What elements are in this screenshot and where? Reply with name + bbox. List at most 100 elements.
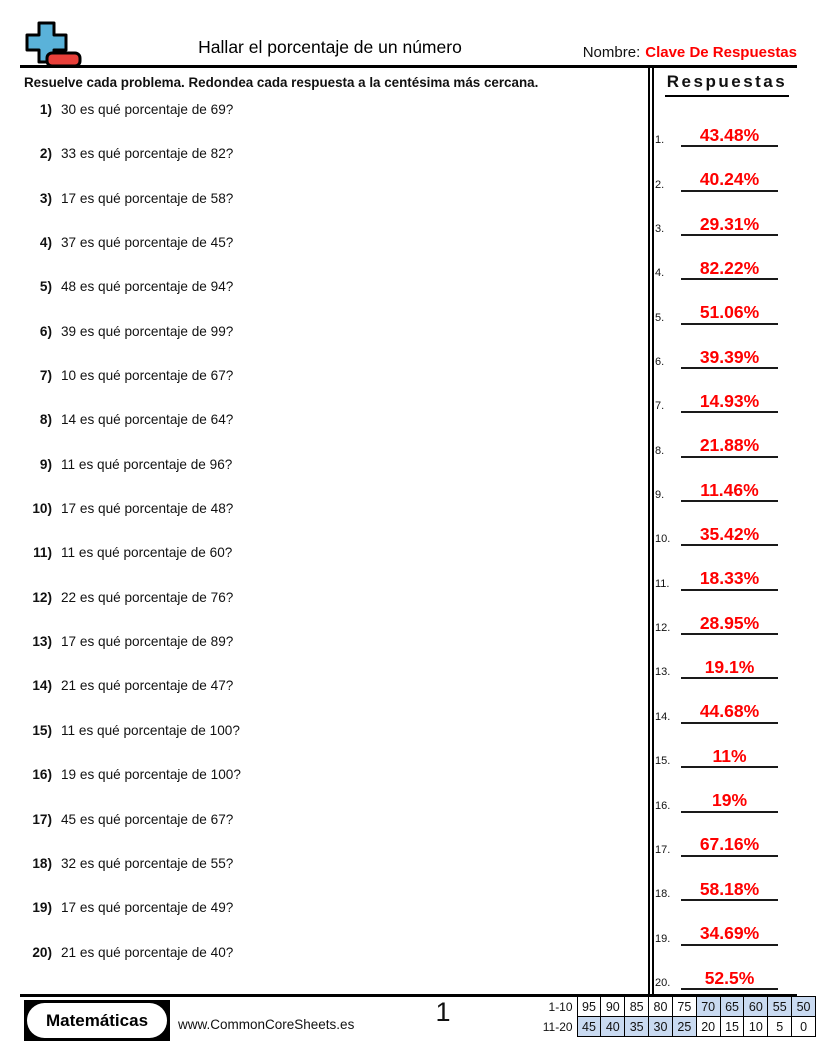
problem-text: 11 es qué porcentaje de 96? <box>61 456 233 472</box>
answer-row: 11. 18.33% <box>655 546 778 591</box>
answer-number: 2. <box>655 178 665 191</box>
answer-value: 28.95% <box>681 613 778 636</box>
answer-value: 11.46% <box>681 480 778 503</box>
score-cell: 5 <box>767 1016 793 1037</box>
answer-value: 19% <box>681 791 778 813</box>
problem-number: 10) <box>32 501 52 517</box>
answer-row: 4. 82.22% <box>655 236 778 281</box>
score-cell: 45 <box>576 1016 602 1037</box>
problem-text: 14 es qué porcentaje de 64? <box>61 412 234 428</box>
answer-value: 19.1% <box>681 658 778 680</box>
answer-number: 7. <box>655 400 665 413</box>
score-cell: 15 <box>719 1016 745 1037</box>
score-cell: 0 <box>791 1016 816 1037</box>
score-table-row: 1-10 95 90 85 80 75 70 65 60 55 50 <box>531 996 816 1017</box>
score-cell: 25 <box>671 1016 697 1037</box>
instruction-text: Resuelve cada problema. Redondea cada re… <box>24 75 539 90</box>
answer-value: 29.31% <box>681 214 778 237</box>
problem-text: 17 es qué porcentaje de 89? <box>61 634 234 650</box>
problem-number: 15) <box>32 722 52 738</box>
score-cell: 50 <box>791 996 816 1017</box>
answer-row: 5. 51.06% <box>655 280 778 325</box>
answer-number: 19. <box>655 932 671 945</box>
answer-row: 8. 21.88% <box>655 413 778 458</box>
problem-row: 2) 33 es qué porcentaje de 82? <box>24 146 624 190</box>
answer-number: 5. <box>655 311 665 324</box>
problem-row: 6) 39 es qué porcentaje de 99? <box>24 324 624 368</box>
answer-row: 19. 34.69% <box>655 901 778 946</box>
name-value: Clave De Respuestas <box>645 44 797 61</box>
answer-number: 6. <box>655 356 665 369</box>
problem-row: 8) 14 es qué porcentaje de 64? <box>24 412 624 456</box>
problem-number: 2) <box>39 146 52 162</box>
answers-list: 1. 43.48% 2. 40.24% 3. 29.31% 4. 82.22% 5. 51.06%… <box>655 103 778 990</box>
score-table-row: 11-20 45 40 35 30 25 20 15 10 5 0 <box>531 1016 816 1037</box>
problem-text: 21 es qué porcentaje de 47? <box>61 678 234 694</box>
problem-text: 17 es qué porcentaje de 48? <box>61 501 234 517</box>
problem-number: 12) <box>32 589 52 605</box>
problem-row: 7) 10 es qué porcentaje de 67? <box>24 368 624 412</box>
score-cell: 85 <box>624 996 650 1017</box>
footer-rule <box>20 994 797 997</box>
answer-row: 9. 11.46% <box>655 458 778 503</box>
answer-number: 12. <box>655 622 671 635</box>
problem-number: 20) <box>32 944 52 960</box>
score-cell: 60 <box>743 996 769 1017</box>
answer-row: 14. 44.68% <box>655 679 778 724</box>
problem-row: 4) 37 es qué porcentaje de 45? <box>24 235 624 279</box>
score-cell: 10 <box>743 1016 769 1037</box>
brand-logo: Matemáticas <box>24 1000 170 1041</box>
problem-text: 17 es qué porcentaje de 58? <box>61 190 234 206</box>
brand-name: Matemáticas <box>27 1003 167 1038</box>
problem-row: 12) 22 es qué porcentaje de 76? <box>24 590 624 634</box>
problem-number: 6) <box>39 323 52 339</box>
answer-row: 2. 40.24% <box>655 147 778 192</box>
problem-row: 17) 45 es qué porcentaje de 67? <box>24 812 624 856</box>
problem-row: 3) 17 es qué porcentaje de 58? <box>24 191 624 235</box>
answer-value: 40.24% <box>681 170 778 192</box>
problem-text: 22 es qué porcentaje de 76? <box>61 589 234 605</box>
problem-text: 39 es qué porcentaje de 99? <box>61 323 234 339</box>
problem-row: 20) 21 es qué porcentaje de 40? <box>24 945 624 989</box>
answer-number: 17. <box>655 843 671 856</box>
name-area: Nombre: Clave De Respuestas <box>477 44 797 61</box>
answer-number: 18. <box>655 888 671 901</box>
answer-number: 16. <box>655 799 671 812</box>
problem-row: 5) 48 es qué porcentaje de 94? <box>24 279 624 323</box>
header-rule <box>20 65 797 68</box>
answer-row: 20. 52.5% <box>655 946 778 990</box>
problem-row: 10) 17 es qué porcentaje de 48? <box>24 501 624 545</box>
problem-row: 13) 17 es qué porcentaje de 89? <box>24 634 624 678</box>
problem-number: 3) <box>39 190 52 206</box>
answer-row: 6. 39.39% <box>655 325 778 370</box>
answer-row: 17. 67.16% <box>655 813 778 857</box>
problem-number: 17) <box>32 811 52 827</box>
problem-number: 8) <box>39 412 52 428</box>
problem-row: 14) 21 es qué porcentaje de 47? <box>24 678 624 722</box>
score-cell: 70 <box>695 996 721 1017</box>
problem-row: 11) 11 es qué porcentaje de 60? <box>24 545 624 589</box>
answer-value: 21.88% <box>681 436 778 458</box>
answer-value: 11% <box>681 746 778 769</box>
score-range-label: 1-10 <box>531 996 578 1017</box>
answer-row: 12. 28.95% <box>655 591 778 636</box>
problem-number: 4) <box>39 235 52 251</box>
problem-number: 9) <box>39 456 52 472</box>
problems-list: 1) 30 es qué porcentaje de 69? 2) 33 es qué… <box>24 102 624 989</box>
answer-row: 10. 35.42% <box>655 502 778 547</box>
score-cell: 30 <box>648 1016 673 1037</box>
answer-row: 18. 58.18% <box>655 857 778 902</box>
answer-value: 82.22% <box>681 259 778 281</box>
problem-number: 13) <box>32 634 52 650</box>
answer-value: 58.18% <box>681 879 778 902</box>
answer-number: 1. <box>655 134 665 147</box>
answer-number: 3. <box>655 223 665 236</box>
problem-text: 30 es qué porcentaje de 69? <box>61 102 234 117</box>
answers-column-title: Respuestas <box>658 72 796 97</box>
answer-number: 13. <box>655 666 671 679</box>
problem-text: 32 es qué porcentaje de 55? <box>61 855 234 871</box>
score-cell: 35 <box>624 1016 650 1037</box>
score-table: 1-10 95 90 85 80 75 70 65 60 55 50 11-20 45 40 35 30 25 2… <box>531 996 816 1037</box>
name-label: Nombre: <box>582 44 641 61</box>
